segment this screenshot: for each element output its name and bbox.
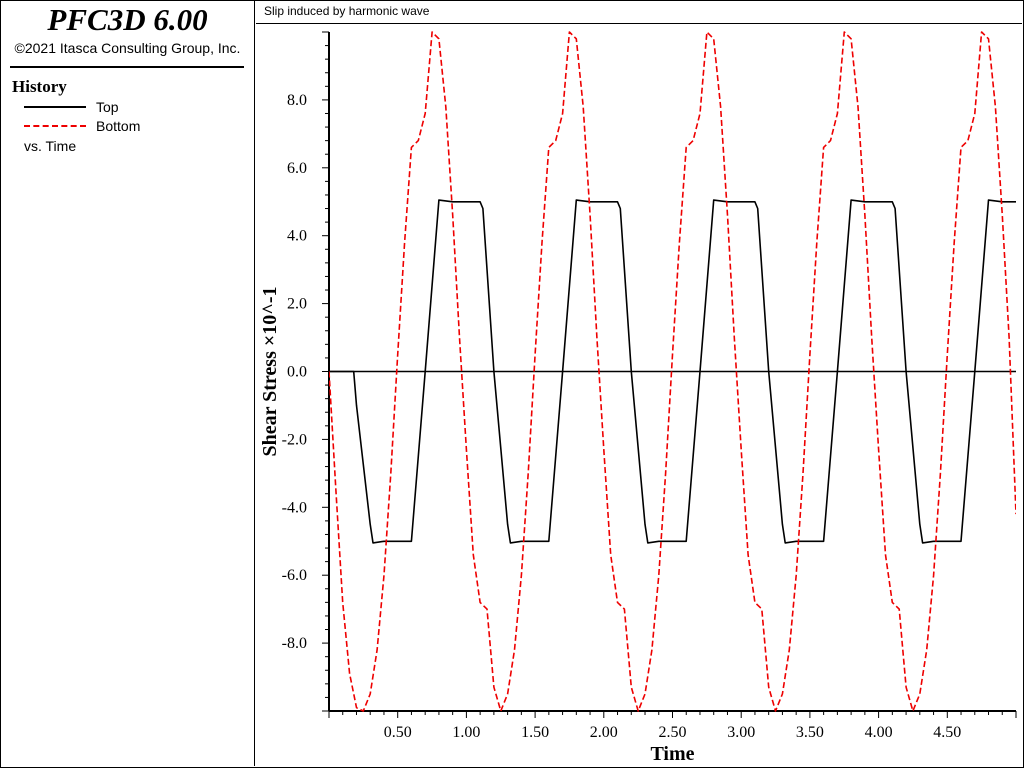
y-tick-label: -4.0 xyxy=(282,499,307,516)
legend-entry-bottom: Bottom xyxy=(24,117,244,135)
x-tick-label: 3.00 xyxy=(727,724,755,741)
x-tick-label: 2.00 xyxy=(590,724,618,741)
legend-label-top: Top xyxy=(96,99,119,115)
legend-swatch-top xyxy=(24,106,86,108)
y-tick-label: -2.0 xyxy=(282,431,307,448)
x-axis-label: Time xyxy=(650,743,694,765)
chart-area: 8.0 6.0 4.0 2.0 0.0 -2.0 -4.0 -6.0 -8.0 0.50 1.00 1… xyxy=(259,31,1017,765)
series-line-top xyxy=(329,199,1016,544)
legend-label-bottom: Bottom xyxy=(96,118,141,134)
y-axis-label: Shear Stress ×10^-1 xyxy=(259,286,281,456)
x-tick-label: 4.00 xyxy=(865,724,893,741)
title-divider xyxy=(10,66,244,68)
app-title: PFC3D 6.00 xyxy=(47,2,208,37)
y-tick-label: 4.0 xyxy=(287,228,307,245)
y-tick-label: 8.0 xyxy=(287,92,307,109)
y-tick-label: -6.0 xyxy=(282,567,307,584)
legend-swatch-bottom xyxy=(24,125,86,127)
legend-heading: History xyxy=(12,77,67,96)
chart-ticks: 8.0 6.0 4.0 2.0 0.0 -2.0 -4.0 -6.0 -8.0 0.50 1.00 1… xyxy=(282,31,1017,741)
chart-series-layer xyxy=(329,31,1016,712)
x-tick-label: 1.50 xyxy=(521,724,549,741)
y-tick-label: -8.0 xyxy=(282,635,307,652)
chart-axes xyxy=(328,32,1016,712)
legend-vs-label: vs. Time xyxy=(24,138,77,154)
x-tick-label: 2.50 xyxy=(659,724,687,741)
x-tick-label: 4.50 xyxy=(933,724,961,741)
y-tick-label: 2.0 xyxy=(287,296,307,313)
y-tick-label: 6.0 xyxy=(287,160,307,177)
legend-panel: PFC3D 6.00 ©2021 Itasca Consulting Group… xyxy=(0,0,255,766)
copyright-text: ©2021 Itasca Consulting Group, Inc. xyxy=(14,40,241,56)
x-tick-label: 0.50 xyxy=(384,724,412,741)
series-line-bottom xyxy=(329,31,1016,712)
x-tick-label: 1.00 xyxy=(452,724,480,741)
y-tick-label: 0.0 xyxy=(287,364,307,381)
x-tick-label: 3.50 xyxy=(796,724,824,741)
plot-title-bar: Slip induced by harmonic wave xyxy=(256,0,1022,24)
legend-entry-top: Top xyxy=(24,98,244,116)
plot-title: Slip induced by harmonic wave xyxy=(264,4,430,18)
